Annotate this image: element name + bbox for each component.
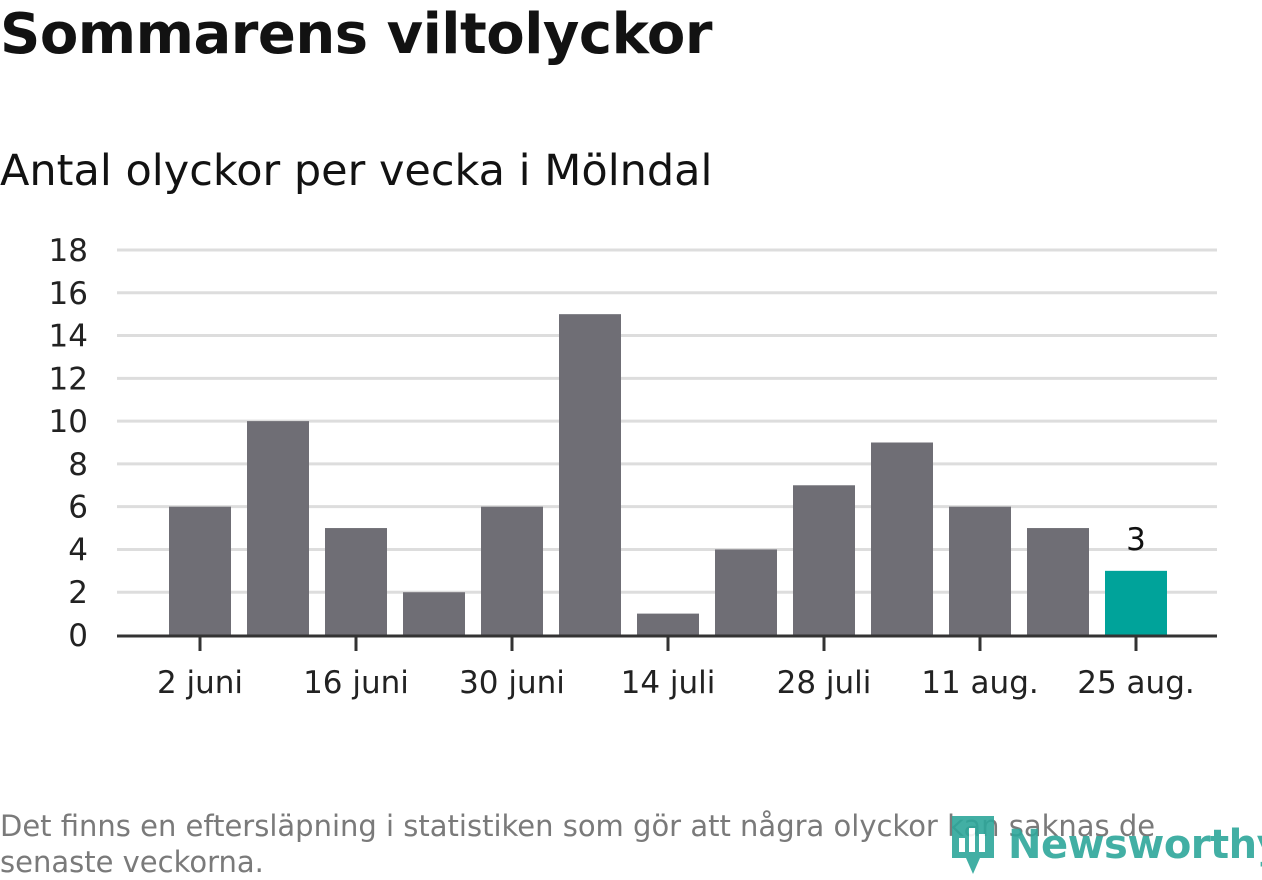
y-tick-label: 18 xyxy=(49,233,88,269)
bar-highlighted xyxy=(1105,570,1167,635)
newsworthy-logo: Newsworthy xyxy=(948,812,1262,878)
x-tick-label: 11 aug. xyxy=(921,665,1038,700)
bar xyxy=(1027,528,1089,635)
bar xyxy=(715,549,777,635)
y-tick-label: 12 xyxy=(49,361,88,397)
axes: 0 2 4 6 8 10 12 14 16 18 3 2 juni 16 juni 30 juni 14 j… xyxy=(49,233,1217,700)
bar xyxy=(559,314,621,635)
y-tick-label: 16 xyxy=(49,276,88,312)
bar-chart: 0 2 4 6 8 10 12 14 16 18 3 2 juni 16 juni 30 juni 14 j… xyxy=(49,233,1217,700)
data-label: 3 xyxy=(1126,522,1146,558)
y-tick-label: 8 xyxy=(68,447,88,483)
y-tick-label: 4 xyxy=(68,532,88,568)
bar xyxy=(481,506,543,635)
bar xyxy=(949,506,1011,635)
x-tick-label: 14 juli xyxy=(621,665,716,700)
bar xyxy=(871,442,933,635)
x-tick-label: 28 juli xyxy=(777,665,872,700)
y-tick-label: 10 xyxy=(49,404,88,440)
logo-text: Newsworthy xyxy=(1008,822,1262,868)
bar xyxy=(403,592,465,635)
bar xyxy=(247,421,309,635)
y-tick-label: 2 xyxy=(68,575,88,611)
bar xyxy=(169,506,231,635)
bar xyxy=(325,528,387,635)
x-tick-label: 16 juni xyxy=(303,665,409,700)
y-tick-label: 0 xyxy=(68,618,88,654)
chart-title: Sommarens viltolyckor xyxy=(0,2,712,67)
x-tick-label: 25 aug. xyxy=(1077,665,1194,700)
bar-chart-pin-icon xyxy=(952,816,994,874)
y-tick-label: 14 xyxy=(49,319,88,355)
bar xyxy=(637,613,699,635)
y-tick-label: 6 xyxy=(68,490,88,526)
x-tick-label: 30 juni xyxy=(459,665,565,700)
bars xyxy=(169,314,1167,635)
chart-subtitle: Antal olyckor per vecka i Mölndal xyxy=(0,146,713,196)
bar xyxy=(793,485,855,635)
x-tick-label: 2 juni xyxy=(157,665,243,700)
